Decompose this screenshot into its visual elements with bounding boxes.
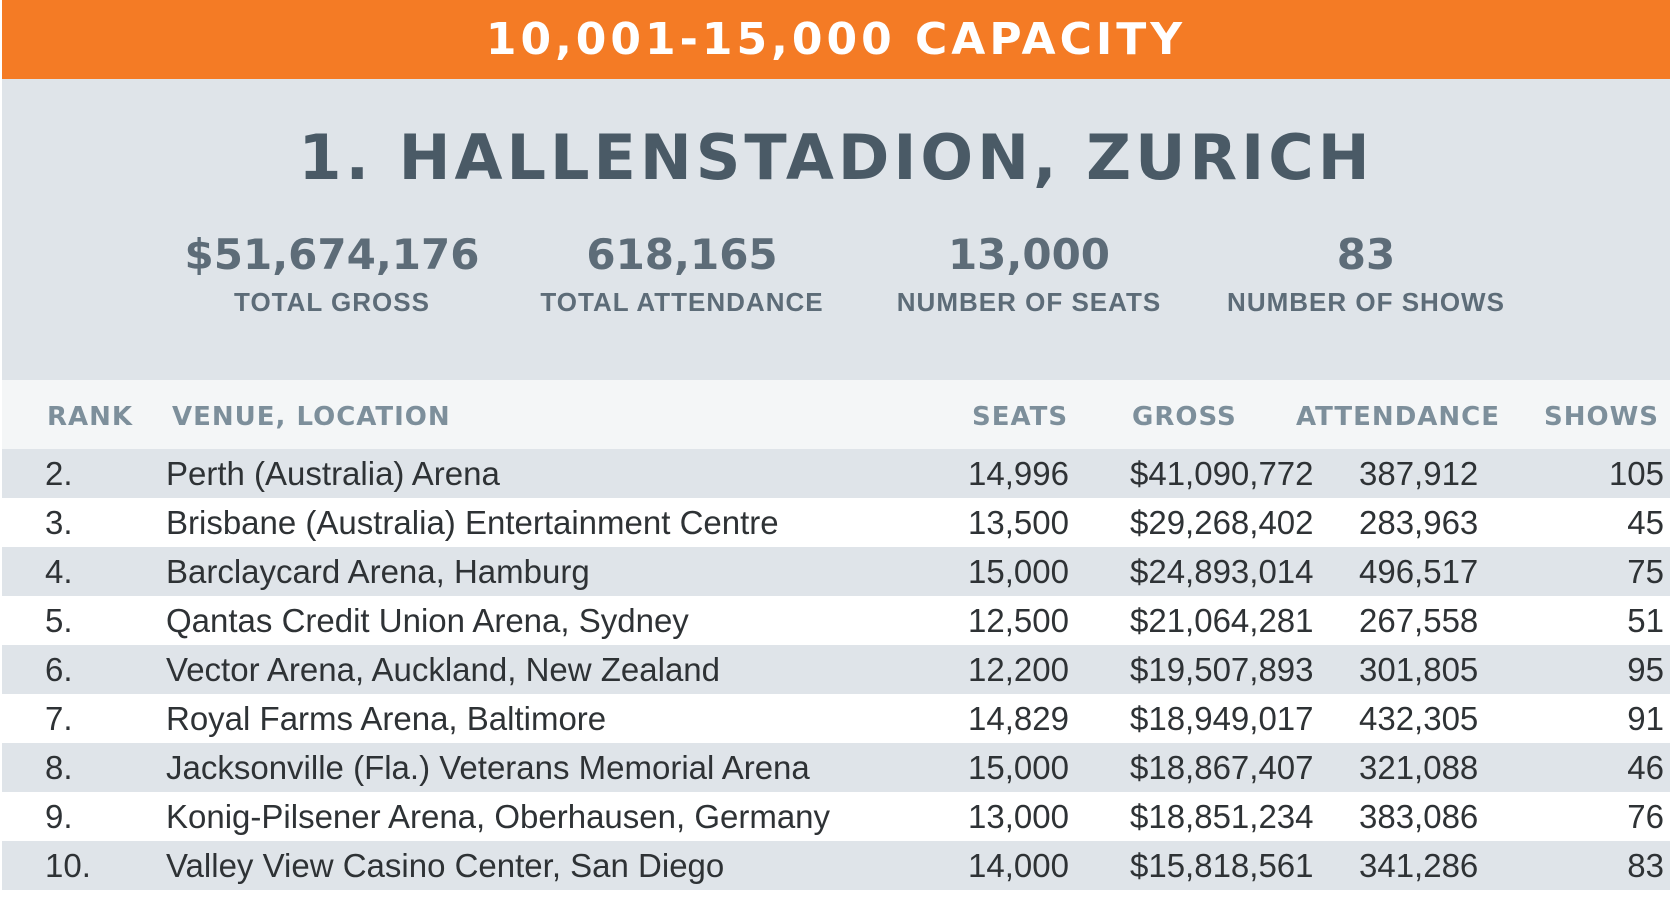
table-row: 6. Vector Arena, Auckland, New Zealand 1… xyxy=(2,645,1670,694)
cell-rank: 8. xyxy=(45,749,73,786)
cell-seats: 14,829 xyxy=(968,700,1069,737)
cell-gross: $24,893,014 xyxy=(1130,553,1314,590)
table-header: RANK VENUE, LOCATION SEATS GROSS ATTENDA… xyxy=(2,380,1670,449)
top-venue-title: 1. HALLENSTADION, ZURICH xyxy=(298,121,1374,194)
stat-label: TOTAL GROSS xyxy=(234,287,430,317)
cell-shows: 105 xyxy=(1608,455,1664,492)
cell-attendance: 383,086 xyxy=(1359,798,1479,835)
cell-attendance: 496,517 xyxy=(1359,553,1479,590)
stat-total-attendance: 618,165 TOTAL ATTENDANCE xyxy=(522,230,842,318)
capacity-banner: 10,001-15,000 CAPACITY xyxy=(2,0,1670,79)
stat-value: $51,674,176 xyxy=(184,230,480,279)
cell-rank: 5. xyxy=(45,602,73,639)
cell-gross: $18,851,234 xyxy=(1130,798,1314,835)
cell-rank: 3. xyxy=(45,504,73,541)
header-rank: RANK xyxy=(47,402,134,432)
stat-label: TOTAL ATTENDANCE xyxy=(540,287,824,317)
cell-venue: Qantas Credit Union Arena, Sydney xyxy=(166,602,689,639)
cell-seats: 15,000 xyxy=(968,553,1069,590)
cell-seats: 14,996 xyxy=(968,455,1069,492)
cell-rank: 6. xyxy=(45,651,73,688)
cell-attendance: 341,286 xyxy=(1359,847,1479,884)
table-row: 3. Brisbane (Australia) Entertainment Ce… xyxy=(2,498,1670,547)
cell-shows: 45 xyxy=(1627,504,1664,541)
table-row: 2. Perth (Australia) Arena 14,996 $41,09… xyxy=(2,449,1670,498)
cell-seats: 12,500 xyxy=(968,602,1069,639)
cell-shows: 76 xyxy=(1627,798,1664,835)
header-venue-location: VENUE, LOCATION xyxy=(172,402,451,432)
cell-shows: 83 xyxy=(1627,847,1664,884)
cell-venue: Royal Farms Arena, Baltimore xyxy=(166,700,607,737)
cell-venue: Konig-Pilsener Arena, Oberhausen, German… xyxy=(166,798,831,835)
header-gross: GROSS xyxy=(1132,402,1237,432)
cell-seats: 12,200 xyxy=(968,651,1069,688)
table-row: 7. Royal Farms Arena, Baltimore 14,829 $… xyxy=(2,694,1670,743)
cell-venue: Valley View Casino Center, San Diego xyxy=(166,847,725,884)
stat-label: NUMBER OF SHOWS xyxy=(1227,287,1505,317)
cell-rank: 4. xyxy=(45,553,73,590)
stat-number-of-seats: 13,000 NUMBER OF SEATS xyxy=(869,230,1189,318)
cell-gross: $29,268,402 xyxy=(1130,504,1314,541)
cell-rank: 2. xyxy=(45,455,73,492)
cell-shows: 46 xyxy=(1627,749,1664,786)
stat-total-gross: $51,674,176 TOTAL GROSS xyxy=(172,230,492,318)
header-attendance: ATTENDANCE xyxy=(1296,402,1500,432)
cell-rank: 9. xyxy=(45,798,73,835)
venue-table-body: 2. Perth (Australia) Arena 14,996 $41,09… xyxy=(2,449,1670,890)
stat-value: 13,000 xyxy=(947,230,1111,279)
cell-shows: 91 xyxy=(1627,700,1664,737)
banner-title: 10,001-15,000 CAPACITY xyxy=(485,14,1187,65)
cell-rank: 7. xyxy=(45,700,73,737)
table-row: 5. Qantas Credit Union Arena, Sydney 12,… xyxy=(2,596,1670,645)
header-shows: SHOWS xyxy=(1544,402,1659,432)
cell-attendance: 283,963 xyxy=(1359,504,1479,541)
cell-gross: $19,507,893 xyxy=(1130,651,1314,688)
cell-seats: 13,500 xyxy=(968,504,1069,541)
cell-seats: 13,000 xyxy=(968,798,1069,835)
cell-venue: Jacksonville (Fla.) Veterans Memorial Ar… xyxy=(166,749,810,786)
table-row: 8. Jacksonville (Fla.) Veterans Memorial… xyxy=(2,743,1670,792)
cell-venue: Perth (Australia) Arena xyxy=(166,455,500,492)
header-seats: SEATS xyxy=(972,402,1069,432)
cell-venue: Vector Arena, Auckland, New Zealand xyxy=(166,651,721,688)
cell-gross: $18,949,017 xyxy=(1130,700,1314,737)
stat-number-of-shows: 83 NUMBER OF SHOWS xyxy=(1206,230,1526,318)
table-row: 4. Barclaycard Arena, Hamburg 15,000 $24… xyxy=(2,547,1670,596)
top-venue-feature: 1. HALLENSTADION, ZURICH $51,674,176 TOT… xyxy=(2,79,1670,380)
cell-attendance: 267,558 xyxy=(1359,602,1479,639)
cell-venue: Barclaycard Arena, Hamburg xyxy=(166,553,590,590)
stat-value: 83 xyxy=(1336,230,1396,279)
stat-value: 618,165 xyxy=(586,230,778,279)
cell-rank: 10. xyxy=(45,847,91,884)
cell-shows: 51 xyxy=(1627,602,1664,639)
cell-shows: 75 xyxy=(1627,553,1664,590)
cell-attendance: 387,912 xyxy=(1359,455,1479,492)
cell-gross: $21,064,281 xyxy=(1130,602,1314,639)
stat-label: NUMBER OF SEATS xyxy=(896,287,1162,317)
table-row: 10. Valley View Casino Center, San Diego… xyxy=(2,841,1670,890)
cell-attendance: 301,805 xyxy=(1359,651,1479,688)
cell-venue: Brisbane (Australia) Entertainment Centr… xyxy=(166,504,779,541)
cell-attendance: 432,305 xyxy=(1359,700,1479,737)
cell-gross: $15,818,561 xyxy=(1130,847,1314,884)
table-row: 9. Konig-Pilsener Arena, Oberhausen, Ger… xyxy=(2,792,1670,841)
cell-gross: $41,090,772 xyxy=(1130,455,1314,492)
cell-seats: 14,000 xyxy=(968,847,1069,884)
cell-gross: $18,867,407 xyxy=(1130,749,1314,786)
cell-seats: 15,000 xyxy=(968,749,1069,786)
cell-attendance: 321,088 xyxy=(1359,749,1479,786)
cell-shows: 95 xyxy=(1627,651,1664,688)
